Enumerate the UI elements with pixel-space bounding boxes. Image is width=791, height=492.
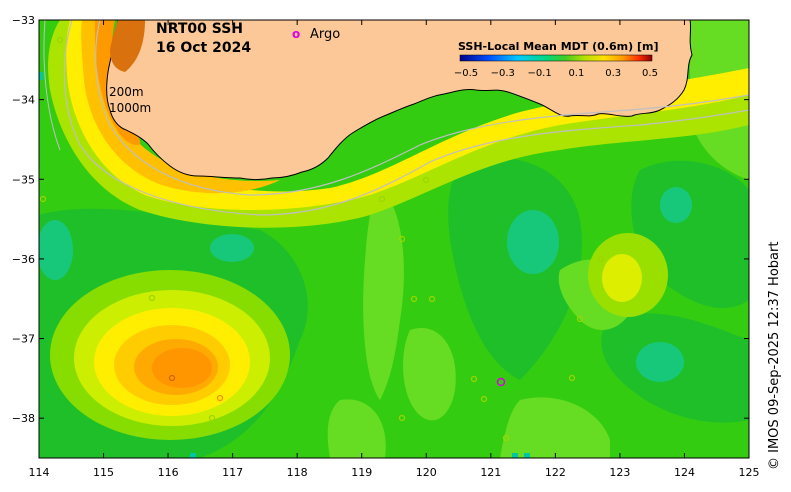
obs-dot: [398, 235, 406, 243]
boundary-current-core: [95, 20, 141, 146]
ssh-teal-patch: [210, 234, 254, 262]
plot-area: [39, 20, 749, 458]
x-tick-label: 118: [287, 466, 308, 479]
obs-dot: [39, 195, 47, 203]
y-tick-label: −33: [12, 14, 35, 27]
isobath-1000m: [63, 20, 749, 216]
ssh-ridge: [327, 399, 386, 458]
x-tick-label: 122: [545, 466, 566, 479]
ssh-teal-patch: [636, 342, 684, 382]
map-title-date: 16 Oct 2024: [156, 40, 251, 56]
x-tick-label: 125: [739, 466, 760, 479]
edge-mark: [190, 453, 196, 458]
edge-mark: [524, 453, 530, 458]
obs-dot: [576, 315, 584, 323]
ssh-teal-patch: [507, 210, 559, 274]
x-tick-label: 119: [351, 466, 372, 479]
x-tick-label: 115: [93, 466, 114, 479]
isobath-label-1000m: 1000m: [109, 101, 151, 115]
y-tick-label: −36: [12, 253, 35, 266]
ssh-low-region-central: [448, 157, 582, 380]
observation-dots: [39, 36, 605, 442]
ssh-ridge: [363, 190, 404, 400]
x-tick-label: 114: [29, 466, 50, 479]
map-title-product: NRT00 SSH: [156, 21, 243, 37]
obs-dot: [480, 395, 488, 403]
x-tick-label: 123: [609, 466, 630, 479]
colorbar-tick-label: −0.1: [527, 68, 551, 79]
colorbar-title: SSH-Local Mean MDT (0.6m) [m]: [458, 40, 658, 53]
obs-dot: [216, 394, 224, 402]
obs-dot: [597, 255, 605, 263]
eddy-warm-core: [152, 348, 212, 388]
colorbar-tick-label: 0.3: [605, 68, 621, 79]
imos-credit: © IMOS 09-Sep-2025 12:37 Hobart: [767, 241, 782, 470]
land-cape-orange: [110, 20, 145, 72]
argo-float-marker[interactable]: [496, 377, 506, 387]
colorbar: [459, 54, 653, 62]
obs-dot: [422, 176, 430, 184]
isobath-200m: [95, 20, 749, 196]
obs-dot: [502, 434, 510, 442]
edge-mark: [512, 453, 518, 458]
obs-dot: [168, 374, 176, 382]
y-tick-label: −37: [12, 333, 35, 346]
y-axis: −33 −34 −35 −36 −37 −38: [12, 14, 749, 425]
colorbar-ticks: −0.5 −0.3 −0.1 0.1 0.3 0.5: [454, 68, 658, 79]
ssh-ridge: [500, 397, 610, 458]
obs-dot: [56, 36, 64, 44]
x-axis: 114 115 116 117 118 119 120 121 122 123 124 125: [29, 20, 760, 479]
ssh-teal-patch: [660, 187, 692, 223]
colorbar-tick-label: 0.5: [642, 68, 658, 79]
argo-legend-label: Argo: [310, 27, 340, 42]
obs-dot: [398, 414, 406, 422]
ssh-eddy-east-inner: [602, 254, 642, 302]
ssh-ridge: [403, 328, 456, 421]
x-tick-label: 116: [158, 466, 179, 479]
x-tick-label: 121: [480, 466, 501, 479]
isobath-west-edge: [43, 20, 61, 151]
x-tick-label: 120: [416, 466, 437, 479]
colorbar-tick-label: −0.5: [454, 68, 478, 79]
plot-frame: [38, 19, 750, 459]
obs-dot: [410, 295, 418, 303]
y-tick-label: −35: [12, 173, 35, 186]
x-tick-label: 117: [222, 466, 243, 479]
ssh-teal-patch: [39, 220, 73, 280]
obs-dot: [470, 375, 478, 383]
obs-dot: [568, 374, 576, 382]
boundary-current-band-outer: [48, 20, 749, 228]
y-tick-label: −38: [12, 412, 35, 425]
obs-dot: [208, 414, 216, 422]
boundary-current-band-inner: [81, 20, 280, 194]
colorbar-tick-label: 0.1: [568, 68, 584, 79]
y-tick-label: −34: [12, 94, 35, 107]
edge-mark: [39, 72, 43, 80]
isobath-label-200m: 200m: [109, 85, 144, 99]
x-tick-label: 124: [674, 466, 695, 479]
argo-legend-symbol: o: [292, 27, 300, 41]
obs-dot: [428, 295, 436, 303]
obs-dot: [148, 294, 156, 302]
colorbar-tick-label: −0.3: [491, 68, 515, 79]
obs-dot: [378, 195, 386, 203]
